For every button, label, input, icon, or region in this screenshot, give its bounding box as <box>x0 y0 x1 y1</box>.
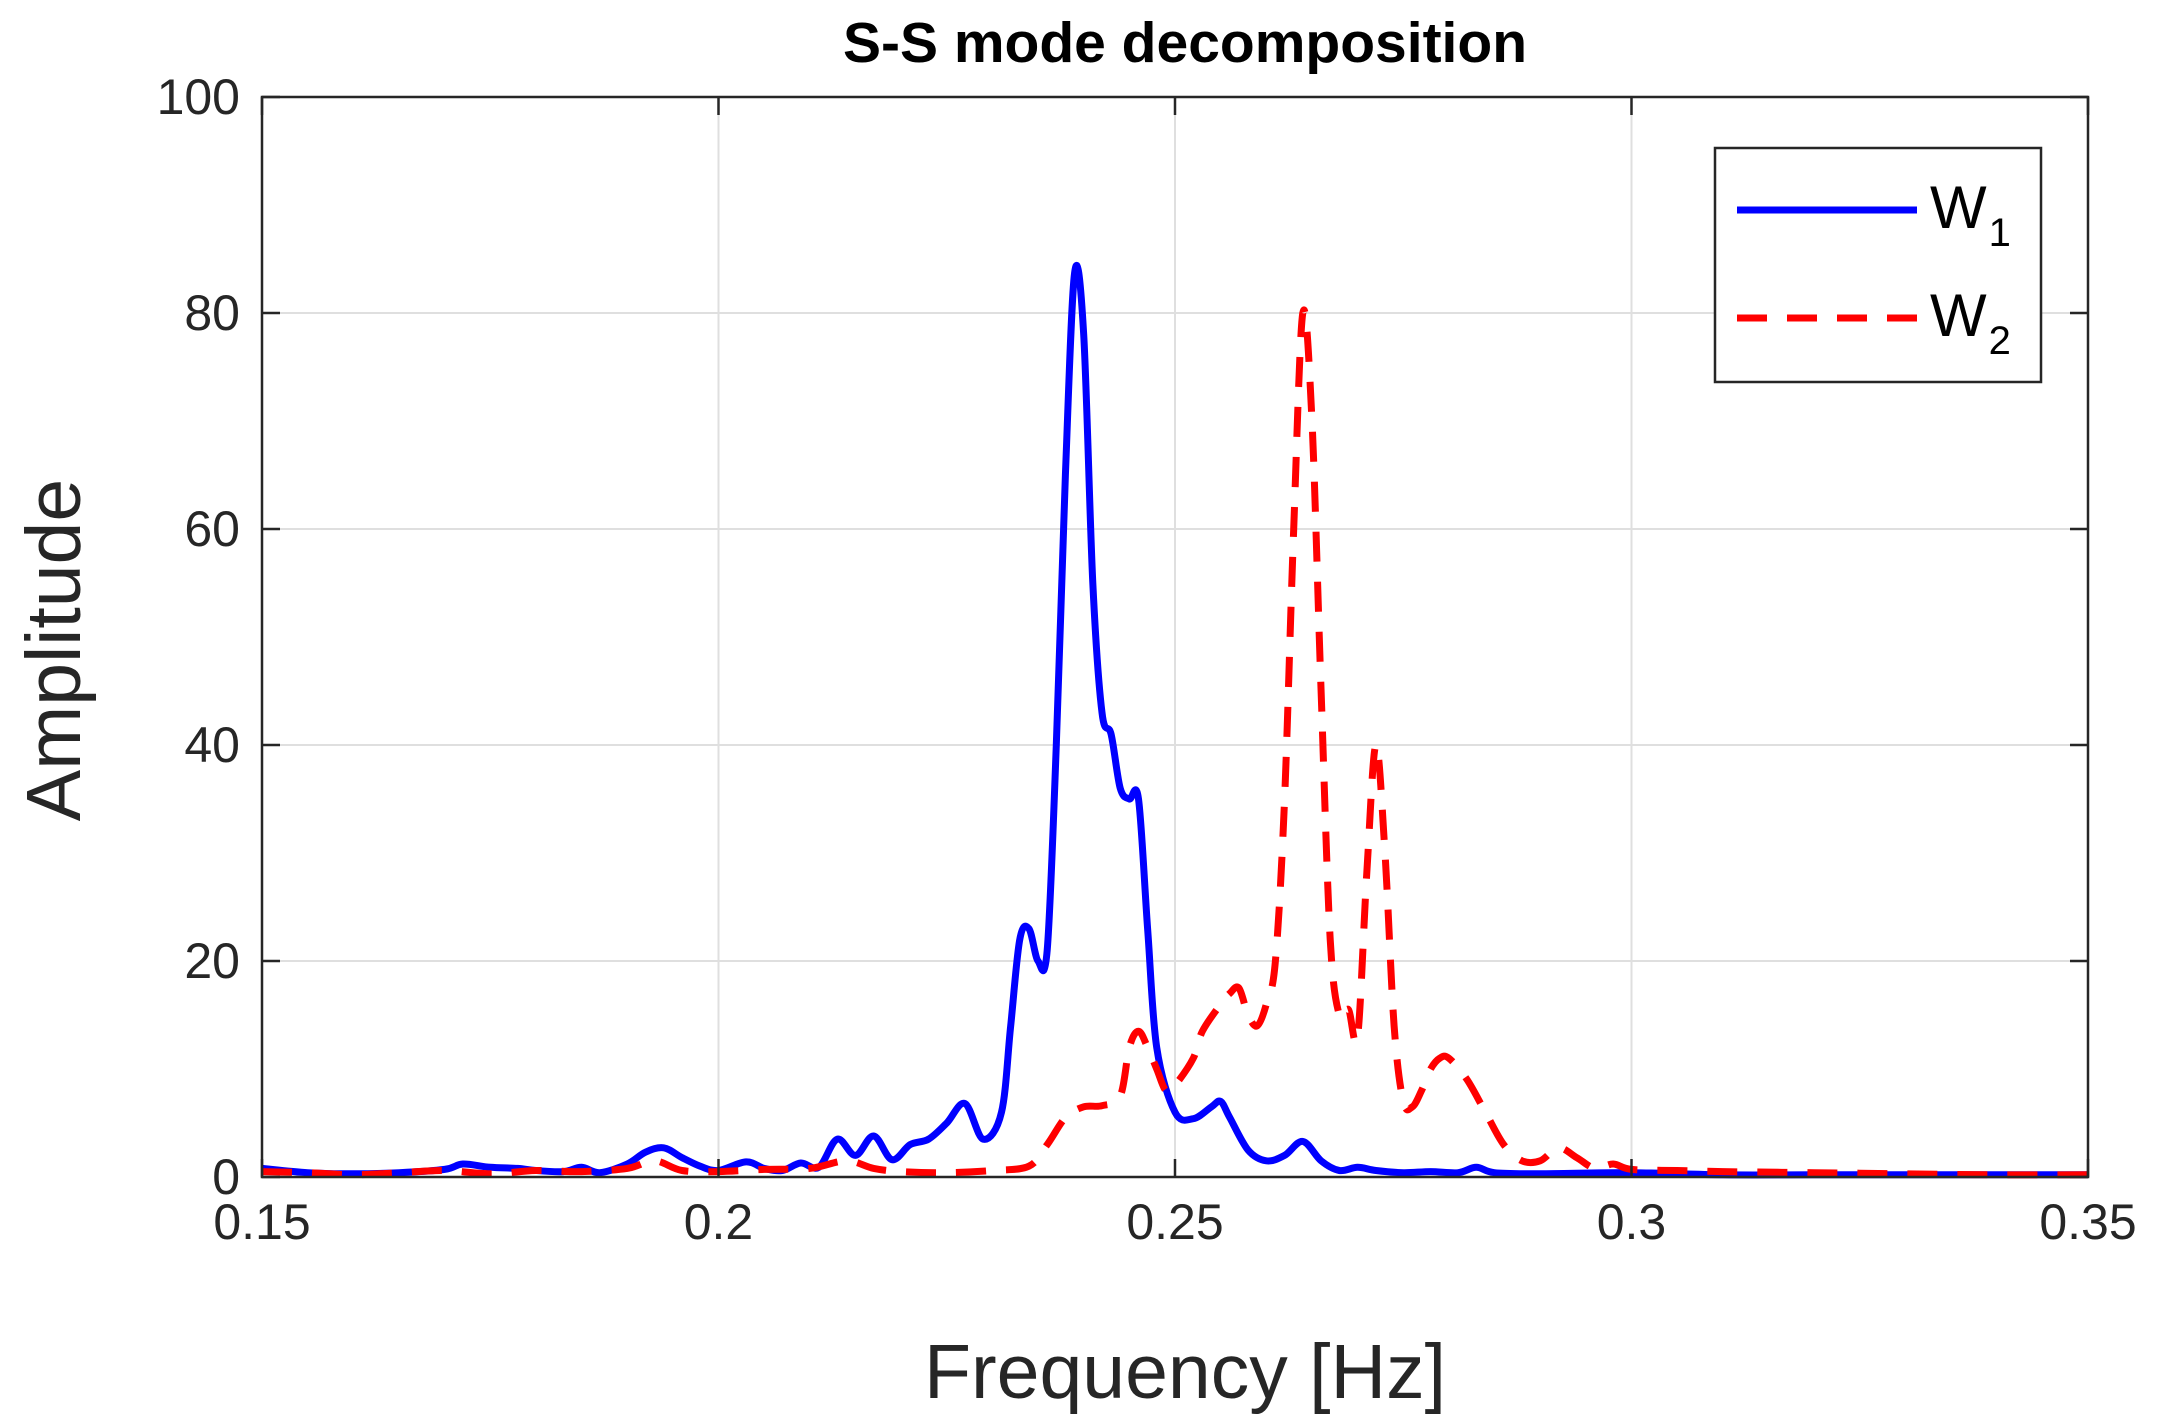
y-tick-label: 60 <box>184 501 240 557</box>
x-tick-labels: 0.15 0.2 0.25 0.3 0.35 <box>213 1194 2136 1250</box>
legend-label-w2-main: W <box>1930 282 1987 349</box>
legend-label-w1-main: W <box>1930 174 1987 241</box>
x-tick-label: 0.15 <box>213 1194 310 1250</box>
chart-title: S-S mode decomposition <box>843 11 1527 75</box>
legend-label-w2: W2 <box>1930 282 2011 363</box>
series-layer <box>261 262 2089 1179</box>
y-tick-label: 80 <box>184 285 240 341</box>
legend-label-w2-subscript: 2 <box>1989 319 2011 363</box>
y-tick-label: 20 <box>184 933 240 989</box>
y-tick-label: 100 <box>157 69 240 125</box>
y-tick-labels: 0 20 40 60 80 100 <box>157 69 240 1205</box>
series-line-w1 <box>261 262 2088 1179</box>
y-tick-label: 0 <box>212 1149 240 1205</box>
x-tick-label: 0.3 <box>1597 1194 1667 1250</box>
x-axis-label: Frequency [Hz] <box>924 1329 1446 1415</box>
tick-marks <box>260 95 2090 1179</box>
legend-box <box>1713 146 2043 384</box>
x-tick-label: 0.2 <box>684 1194 754 1250</box>
legend-label-w1-subscript: 1 <box>1989 211 2011 255</box>
x-tick-label: 0.25 <box>1126 1194 1223 1250</box>
x-tick-label: 0.35 <box>2039 1194 2136 1250</box>
y-axis-label: Amplitude <box>11 479 97 821</box>
legend-label-w1: W1 <box>1930 174 2011 255</box>
series-line-w2 <box>261 306 2089 1179</box>
legend: W1 W2 <box>1713 146 2043 384</box>
y-tick-label: 40 <box>184 717 240 773</box>
